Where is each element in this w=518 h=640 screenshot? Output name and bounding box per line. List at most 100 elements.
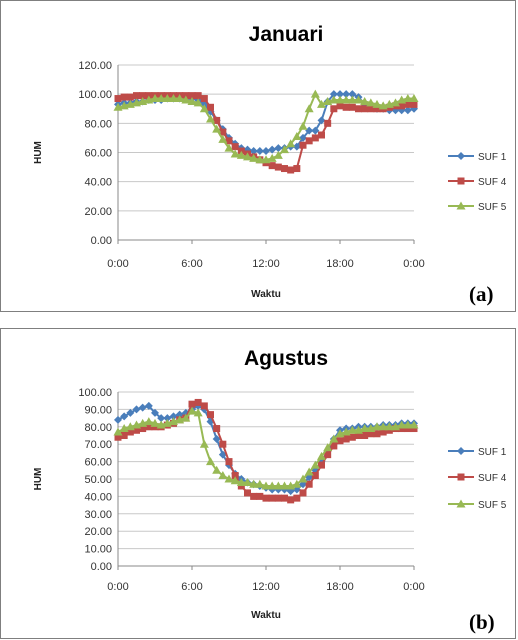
x-tick-label: 6:00 <box>181 258 202 270</box>
data-point <box>212 124 222 133</box>
data-point <box>169 94 178 103</box>
data-point <box>212 434 221 443</box>
data-point <box>194 92 202 100</box>
data-point <box>366 98 376 107</box>
chart-panel-agustus: Agustus 0.00 10.00 20.00 30.00 40.00 50.00 60.0… <box>0 328 516 639</box>
data-point <box>330 105 338 113</box>
data-point <box>391 98 400 107</box>
data-point <box>410 100 418 108</box>
chart-title: Januari <box>249 23 324 46</box>
data-point <box>409 94 419 103</box>
data-point <box>213 425 221 433</box>
data-point <box>281 494 288 502</box>
y-tick-label: 120.00 <box>78 60 112 72</box>
data-point <box>200 95 208 103</box>
legend-label: SUF 5 <box>478 500 507 511</box>
data-point <box>145 423 153 431</box>
data-point <box>139 425 147 433</box>
data-point <box>298 121 308 130</box>
data-point <box>361 105 369 113</box>
series-suf-5 <box>113 89 419 164</box>
legend-entry: SUF 1 <box>448 447 507 458</box>
y-tick-label: 90.00 <box>84 404 112 416</box>
data-point <box>403 94 413 103</box>
data-point <box>305 126 314 135</box>
panel-label: (a) <box>469 282 494 306</box>
data-point <box>317 99 326 108</box>
data-point <box>299 489 307 497</box>
data-point <box>336 437 344 445</box>
y-tick-label: 60.00 <box>84 148 112 160</box>
data-point <box>144 401 153 410</box>
data-point <box>199 104 209 113</box>
data-point <box>304 467 314 476</box>
data-point <box>188 400 196 408</box>
x-tick-label: 0:00 <box>107 581 128 593</box>
data-point <box>213 116 221 124</box>
chart-title: Agustus <box>244 347 328 370</box>
data-point <box>404 100 412 108</box>
data-point <box>305 137 313 145</box>
data-point <box>249 147 258 156</box>
data-point <box>230 149 240 158</box>
y-tick-label: 20.00 <box>84 206 112 218</box>
data-point <box>342 435 350 443</box>
data-point <box>249 153 259 162</box>
data-point <box>133 92 140 100</box>
y-tick-label: 80.00 <box>84 118 112 130</box>
legend-label: SUF 4 <box>478 177 507 188</box>
data-point <box>348 103 356 111</box>
data-point <box>156 94 166 103</box>
data-point <box>347 425 357 434</box>
data-point <box>194 398 202 406</box>
data-point <box>268 494 276 502</box>
data-point <box>207 411 214 419</box>
data-point <box>318 461 325 469</box>
legend-marker <box>456 201 466 210</box>
data-point <box>133 426 140 434</box>
data-point <box>126 428 134 436</box>
chart-januari: Januari 0.00 20.00 40.00 60.00 80.00 100.00 120… <box>33 23 507 306</box>
data-point <box>324 451 332 459</box>
legend-label: SUF 1 <box>478 447 507 458</box>
data-point <box>287 166 295 174</box>
data-point <box>317 451 326 460</box>
legend-entry: SUF 4 <box>448 177 507 188</box>
data-point <box>409 420 419 429</box>
y-tick-label: 50.00 <box>84 474 112 486</box>
data-point <box>163 414 172 423</box>
data-point <box>298 474 308 483</box>
data-point <box>236 477 246 486</box>
data-point <box>268 145 277 154</box>
data-point <box>292 131 302 140</box>
data-point <box>311 472 319 480</box>
y-tick-label: 0.00 <box>91 235 112 247</box>
y-tick-label: 60.00 <box>84 457 112 469</box>
data-point <box>384 422 394 431</box>
legend-marker <box>457 177 465 185</box>
data-point <box>304 104 314 113</box>
data-point <box>280 145 289 154</box>
data-point <box>231 472 239 480</box>
data-point <box>199 439 209 448</box>
legend-marker <box>457 447 465 455</box>
legend-marker <box>457 152 465 160</box>
data-point <box>207 103 214 111</box>
data-point <box>360 96 370 105</box>
data-point <box>287 496 295 504</box>
y-tick-label: 40.00 <box>84 491 112 503</box>
data-point <box>403 106 412 115</box>
data-point <box>373 430 381 438</box>
series-line <box>117 409 414 487</box>
data-point <box>372 99 382 108</box>
data-point <box>360 424 370 433</box>
y-tick-label: 70.00 <box>84 439 112 451</box>
data-point <box>341 95 351 104</box>
legend-label: SUF 5 <box>478 202 507 213</box>
data-point <box>219 128 227 136</box>
data-point <box>273 150 283 159</box>
data-point <box>120 412 129 421</box>
y-axis-title: HUM <box>33 468 44 491</box>
data-point <box>218 134 228 143</box>
x-tick-label: 6:00 <box>181 581 202 593</box>
